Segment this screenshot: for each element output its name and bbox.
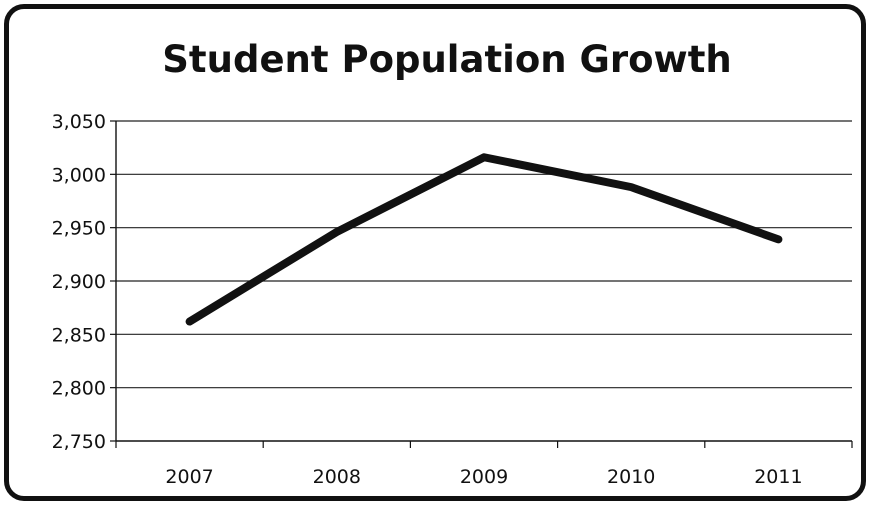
chart-frame	[4, 4, 866, 501]
chart-title: Student Population Growth	[162, 38, 731, 81]
x-tick-label: 2010	[607, 466, 655, 488]
axes	[110, 120, 853, 448]
x-tick-label: 2007	[165, 466, 213, 488]
data-point	[480, 153, 488, 161]
data-point	[333, 228, 341, 236]
series-line	[185, 153, 783, 326]
x-tick-label: 2011	[754, 466, 802, 488]
data-point	[627, 183, 635, 191]
y-tick-label: 2,850	[52, 324, 106, 346]
y-tick-label: 3,050	[52, 111, 106, 133]
data-point	[774, 235, 782, 243]
y-tick-label: 3,000	[52, 164, 106, 186]
x-tick-labels: 2007 2008 2009 2010 2011	[165, 466, 802, 488]
y-tick-label: 2,900	[52, 271, 106, 293]
series	[185, 153, 783, 326]
y-tick-label: 2,950	[52, 218, 106, 240]
x-tick-label: 2008	[313, 466, 361, 488]
x-tick-label: 2009	[460, 466, 508, 488]
y-tick-label: 2,750	[52, 431, 106, 453]
y-tick-labels: 2,750 2,800 2,850 2,900 2,950 3,000 3,050	[52, 111, 106, 453]
y-tick-label: 2,800	[52, 378, 106, 400]
data-point	[186, 318, 194, 326]
gridlines	[116, 120, 852, 389]
